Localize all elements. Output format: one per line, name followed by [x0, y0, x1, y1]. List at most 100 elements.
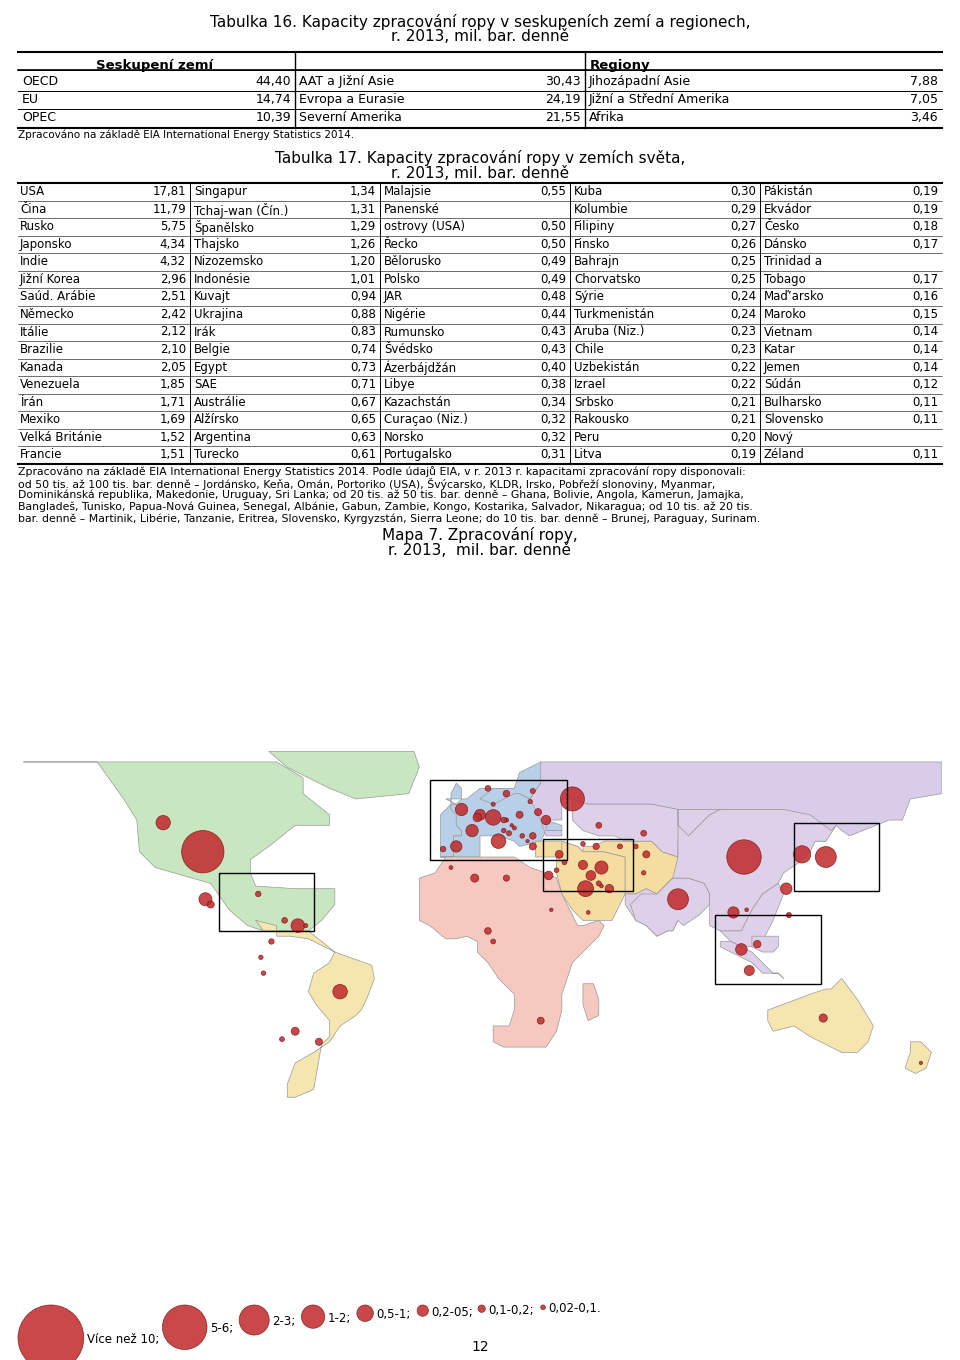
Text: 24,19: 24,19 [545, 92, 581, 106]
Text: 0,26: 0,26 [730, 238, 756, 250]
Text: Tchaj-wan (Čín.): Tchaj-wan (Čín.) [194, 203, 288, 218]
Text: Bělorusko: Bělorusko [384, 256, 443, 268]
Polygon shape [583, 983, 599, 1020]
Text: Dánsko: Dánsko [764, 238, 807, 250]
Text: r. 2013, mil. bar. denně: r. 2013, mil. bar. denně [391, 29, 569, 44]
Circle shape [529, 843, 537, 850]
Text: 5-6;: 5-6; [210, 1322, 233, 1336]
Circle shape [581, 842, 586, 846]
Text: Velká Británie: Velká Británie [20, 431, 102, 443]
Text: 0,16: 0,16 [912, 291, 938, 303]
Text: 5,75: 5,75 [160, 220, 186, 233]
Text: Finsko: Finsko [574, 238, 611, 250]
Text: Chile: Chile [574, 343, 604, 356]
Circle shape [466, 824, 478, 836]
Text: 2,12: 2,12 [159, 325, 186, 339]
Text: USA: USA [20, 185, 44, 199]
Text: 0,83: 0,83 [350, 325, 376, 339]
Text: 2-3;: 2-3; [273, 1315, 296, 1327]
Circle shape [485, 928, 492, 934]
Circle shape [18, 1306, 84, 1360]
Text: Regiony: Regiony [589, 58, 650, 72]
Circle shape [449, 865, 453, 869]
Text: Ekvádor: Ekvádor [764, 203, 812, 216]
Text: 30,43: 30,43 [545, 75, 581, 88]
Circle shape [316, 1038, 323, 1046]
Text: Argentina: Argentina [194, 431, 252, 443]
Circle shape [595, 861, 608, 874]
Text: Bangladeš, Tunisko, Papua-Nová Guinea, Senegal, Albánie, Gabun, Zambie, Kongo, K: Bangladeš, Tunisko, Papua-Nová Guinea, S… [18, 502, 753, 513]
Text: 0,27: 0,27 [730, 220, 756, 233]
Text: Německo: Německo [20, 307, 75, 321]
Circle shape [578, 881, 593, 896]
Text: Rakousko: Rakousko [574, 413, 630, 426]
Circle shape [754, 940, 761, 948]
Text: OPEC: OPEC [22, 112, 56, 124]
Circle shape [504, 817, 509, 823]
Text: Brazilie: Brazilie [20, 343, 64, 356]
Circle shape [819, 1015, 828, 1023]
Text: Tobago: Tobago [764, 273, 805, 286]
Circle shape [526, 839, 529, 843]
Text: Itálie: Itálie [20, 325, 49, 339]
Text: 0,32: 0,32 [540, 431, 566, 443]
Text: Vietnam: Vietnam [764, 325, 813, 339]
Text: Evropa a Eurasie: Evropa a Eurasie [299, 92, 404, 106]
Text: Bahrajn: Bahrajn [574, 256, 620, 268]
Circle shape [492, 834, 506, 849]
Text: JAR: JAR [384, 291, 403, 303]
Text: 0,31: 0,31 [540, 449, 566, 461]
Circle shape [745, 908, 749, 911]
Text: 0,73: 0,73 [350, 360, 376, 374]
Circle shape [538, 1017, 544, 1024]
Circle shape [735, 944, 747, 955]
Text: 0,15: 0,15 [912, 307, 938, 321]
Circle shape [744, 966, 755, 975]
Text: 0,21: 0,21 [730, 413, 756, 426]
Circle shape [780, 883, 792, 895]
Circle shape [474, 809, 486, 820]
Text: 0,5-1;: 0,5-1; [376, 1308, 411, 1321]
Circle shape [492, 802, 495, 806]
Text: Panenské: Panenské [384, 203, 440, 216]
Bar [794, 823, 878, 891]
Text: Švédsko: Švédsko [384, 343, 433, 356]
Polygon shape [420, 857, 604, 1047]
Text: 0,11: 0,11 [912, 413, 938, 426]
Text: 14,74: 14,74 [255, 92, 291, 106]
Text: Alžírsko: Alžírsko [194, 413, 240, 426]
Text: 12: 12 [471, 1340, 489, 1355]
Polygon shape [480, 762, 546, 804]
Text: od 50 tis. až 100 tis. bar. denně – Jordánsko, Keňa, Omán, Portoriko (USA), Švýc: od 50 tis. až 100 tis. bar. denně – Jord… [18, 477, 715, 490]
Circle shape [528, 800, 533, 804]
Text: 0,29: 0,29 [730, 203, 756, 216]
Text: Afrika: Afrika [589, 112, 625, 124]
Text: Írán: Írán [20, 396, 43, 409]
Text: 17,81: 17,81 [153, 185, 186, 199]
Text: 0,40: 0,40 [540, 360, 566, 374]
Text: Nový: Nový [764, 431, 794, 443]
Circle shape [541, 816, 551, 824]
Text: Čina: Čina [20, 203, 46, 216]
Text: 0,14: 0,14 [912, 360, 938, 374]
Circle shape [549, 908, 553, 911]
Text: 0,61: 0,61 [349, 449, 376, 461]
Circle shape [503, 790, 510, 797]
Text: 0,18: 0,18 [912, 220, 938, 233]
Text: Mapa 7. Zpracování ropy,: Mapa 7. Zpracování ropy, [382, 526, 578, 543]
Text: Malajsie: Malajsie [384, 185, 432, 199]
Text: 21,55: 21,55 [545, 112, 581, 124]
Text: 1,20: 1,20 [349, 256, 376, 268]
Text: 0,88: 0,88 [350, 307, 376, 321]
Text: Saúd. Arábie: Saúd. Arábie [20, 291, 95, 303]
Circle shape [357, 1306, 373, 1322]
Circle shape [794, 846, 810, 864]
Text: Španělsko: Španělsko [194, 220, 254, 235]
Text: Polsko: Polsko [384, 273, 420, 286]
Circle shape [727, 839, 761, 874]
Circle shape [596, 881, 601, 885]
Text: 0,25: 0,25 [730, 273, 756, 286]
Text: 2,51: 2,51 [160, 291, 186, 303]
Text: 0,17: 0,17 [912, 238, 938, 250]
Circle shape [485, 786, 491, 792]
